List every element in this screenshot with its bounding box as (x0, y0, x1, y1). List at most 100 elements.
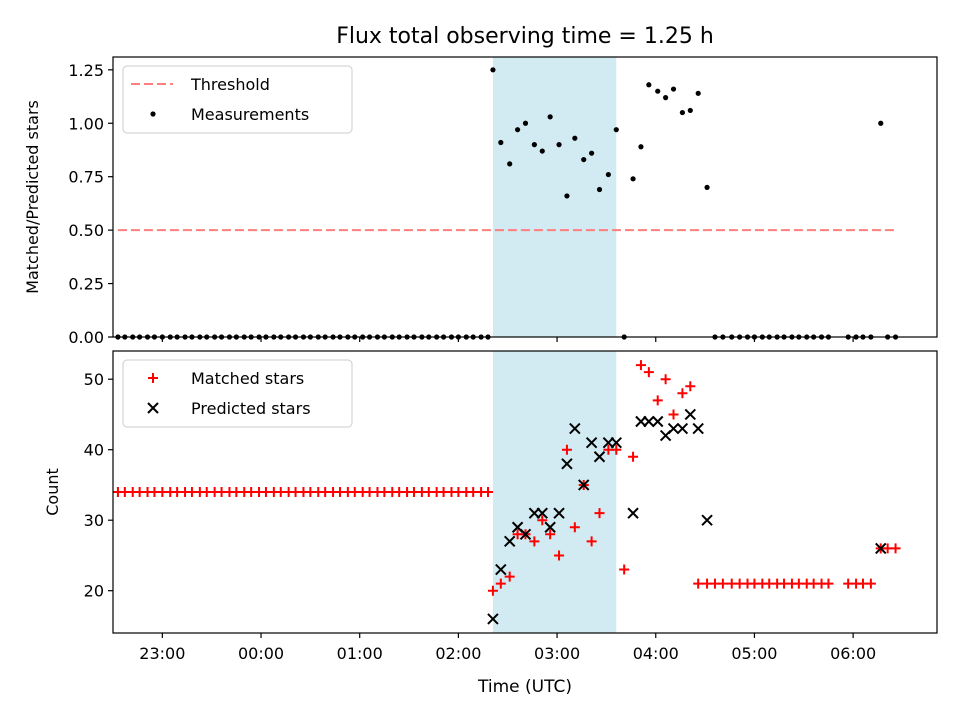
x-tick-label: 00:00 (238, 644, 284, 663)
measurement-point (564, 193, 570, 199)
count-y-axis-label: Count (43, 468, 62, 516)
predicted-star-point (561, 458, 573, 470)
count-y-tick-label: 40 (84, 441, 104, 460)
x-tick-label: 02:00 (435, 644, 481, 663)
measurement-point (522, 120, 529, 126)
predicted-star-point (692, 422, 704, 435)
matched-star-point (677, 388, 688, 399)
measurement-point (695, 90, 701, 96)
matched-star-point (635, 360, 646, 371)
predicted-star-point (701, 514, 713, 526)
matched-star-point (529, 536, 540, 547)
matched-star-point (619, 564, 630, 575)
measurement-point (556, 142, 562, 148)
matched-star-point (628, 451, 639, 462)
count-legend-box (122, 359, 353, 428)
x-tick-label: 05:00 (731, 644, 777, 663)
predicted-star-point (875, 542, 887, 555)
matched-star-point (487, 585, 498, 596)
predicted-star-point (536, 507, 548, 519)
count-y-tick-label: 50 (84, 370, 104, 389)
ratio-panel: 0.00 0.25 0.50 0.75 1.00 1.25 Matched/Predicte… (23, 56, 938, 347)
measurement-point (605, 171, 611, 178)
x-tick-label: 01:00 (337, 644, 383, 663)
measurement-point (630, 176, 636, 182)
ratio-y-tick-label: 1.00 (68, 114, 104, 133)
count-axes-frame (112, 350, 938, 634)
predicted-star-point (495, 563, 507, 576)
matched-star-point (890, 543, 901, 554)
predicted-star-point (684, 408, 697, 421)
predicted-star-point (610, 436, 622, 449)
x-axis-label: Time (UTC) (477, 677, 572, 697)
matched-star-point (495, 578, 506, 589)
predicted-star-point (553, 507, 565, 519)
legend-measurements-swatch (150, 111, 156, 117)
measurement-point (596, 186, 603, 193)
figure-title: Flux total observing time = 1.25 h (336, 24, 714, 49)
ratio-y-tick-label: 0.75 (68, 168, 104, 187)
predicted-star-point (578, 479, 590, 491)
matched-star-point (586, 536, 597, 547)
measurement-point (638, 144, 644, 150)
measurement-point (613, 127, 619, 133)
ratio-legend-label: Threshold (190, 75, 270, 94)
measurement-point (878, 120, 884, 126)
matched-star-point (660, 374, 671, 385)
matched-star-point (685, 381, 696, 392)
measurement-point (572, 135, 578, 141)
matched-star-point (652, 395, 663, 406)
predicted-star-point (544, 521, 556, 533)
matched-star-point (823, 578, 834, 589)
matched-star-point (594, 508, 605, 519)
predicted-star-point (593, 451, 606, 463)
ratio-y-tick-label: 1.25 (68, 61, 104, 80)
matched-star-point (717, 578, 728, 589)
matched-star-point (611, 444, 622, 455)
ratio-axes-frame (112, 56, 938, 338)
ratio-y-tick-label: 0.00 (68, 328, 104, 347)
predicted-star-point (569, 422, 581, 435)
measurement-point (589, 150, 595, 156)
ratio-legend: Threshold Measurements (122, 65, 353, 134)
count-y-tick-label: 20 (84, 582, 104, 601)
predicted-star-point (643, 415, 655, 428)
measurement-point (498, 139, 504, 146)
ratio-legend-box (122, 65, 353, 134)
measurement-point (514, 127, 521, 133)
x-tick-label: 06:00 (830, 644, 876, 663)
count-panel: 20 30 40 50 23:00 00:00 01:00 02:00 03:00 04:00 05… (43, 350, 938, 663)
measurement-point (507, 161, 513, 167)
measurement-point (547, 114, 553, 120)
matched-star-point (865, 578, 876, 589)
x-tick-label: 03:00 (534, 644, 580, 663)
predicted-star-point (652, 415, 664, 428)
x-tick-label: 23:00 (139, 644, 185, 663)
legend-predicted-swatch (147, 402, 159, 414)
measurement-point (655, 88, 661, 94)
matched-star-point (561, 444, 572, 455)
predicted-star-point (519, 528, 532, 541)
count-observing-window (492, 351, 617, 633)
predicted-star-point (667, 422, 680, 435)
matched-star-point (482, 487, 493, 497)
count-legend-label: Predicted stars (191, 399, 311, 418)
count-series-matched-stars (112, 360, 901, 596)
count-legend: Matched stars Predicted stars (122, 359, 353, 428)
measurement-point (646, 82, 652, 88)
ratio-y-tick-label: 0.25 (68, 275, 104, 294)
measurement-point (687, 107, 693, 114)
ratio-y-axis-label: Matched/Predicted stars (23, 100, 42, 294)
measurement-point (531, 142, 537, 148)
matched-star-point (554, 550, 565, 561)
x-tick-label: 04:00 (633, 644, 679, 663)
measurement-point (679, 109, 685, 116)
matched-star-point (537, 515, 548, 526)
count-series-predicted-stars (487, 408, 887, 625)
ratio-legend-label: Measurements (191, 105, 309, 124)
predicted-star-point (585, 436, 598, 449)
predicted-star-point (676, 422, 689, 435)
predicted-star-point (503, 535, 516, 548)
measurement-point (663, 95, 669, 101)
